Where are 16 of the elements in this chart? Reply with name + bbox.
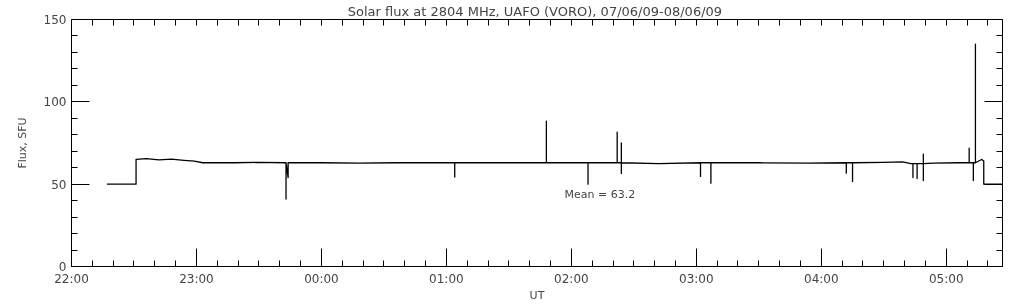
x-tick-label: 01:00 — [429, 271, 464, 286]
x-tick-label: 00:00 — [304, 271, 339, 286]
x-tick-label: 04:00 — [804, 271, 839, 286]
x-axis-title: UT — [529, 288, 545, 302]
chart-title: Solar flux at 2804 MHz, UAFO (VORO), 07/06/09-08/06/09 — [347, 3, 723, 19]
x-tick-label: 03:00 — [679, 271, 714, 286]
y-tick-label: 50 — [51, 177, 67, 192]
y-tick-label: 150 — [43, 13, 67, 27]
annotation: Mean = 63.2 — [564, 188, 636, 201]
y-tick-label: 100 — [43, 95, 67, 110]
y-axis-title: Flux, SFU — [15, 117, 29, 169]
x-tick-label: 02:00 — [554, 271, 589, 286]
x-tick-label: 22:00 — [54, 271, 89, 286]
x-tick-label: 05:00 — [928, 271, 964, 286]
y-tick-label: 0 — [58, 260, 67, 274]
x-tick-label: 23:00 — [179, 271, 214, 286]
